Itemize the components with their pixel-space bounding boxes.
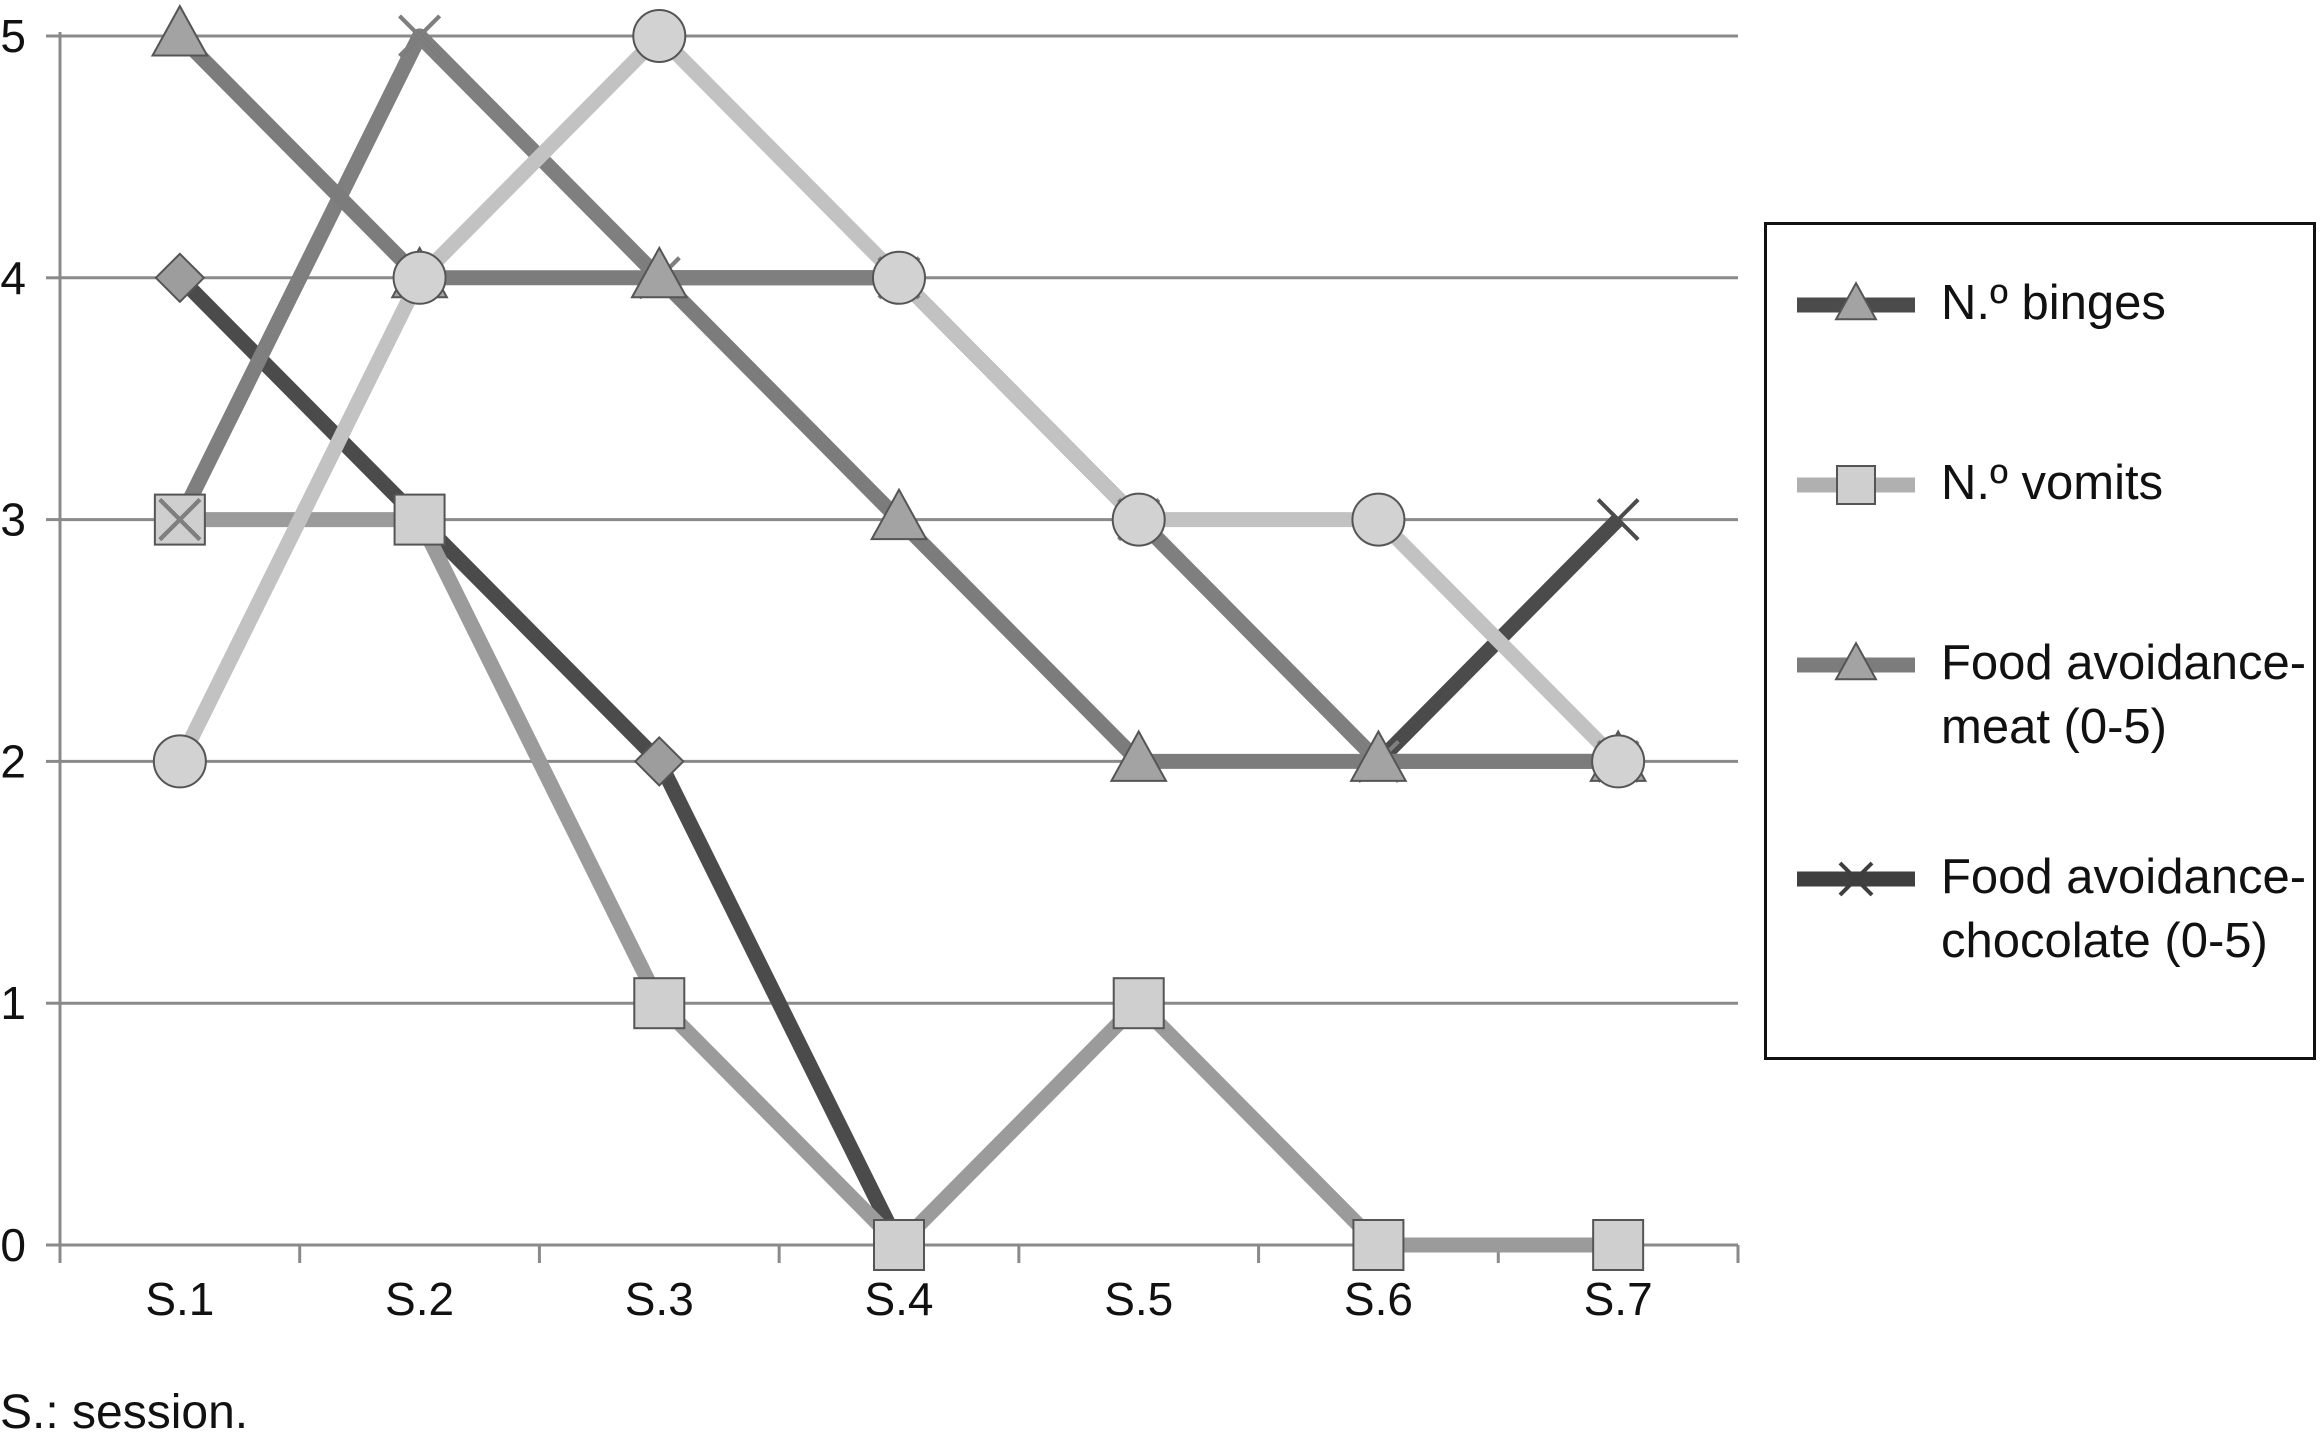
point-s3-S.7 <box>1596 498 1640 542</box>
point-s1-S.6 <box>1352 1219 1405 1271</box>
legend-marker-3 <box>1838 861 1874 897</box>
y-tick-label-0: 0 <box>0 1219 26 1271</box>
point-s2-S.4 <box>870 487 928 541</box>
tick-labels: 0 1 2 3 4 5 S.1 S.2 S.3 S.4 S.5 S.6 S.7 <box>0 10 1652 1325</box>
y-tick-label-1: 1 <box>0 977 26 1029</box>
x-tick-label-S.6: S.6 <box>1344 1273 1413 1325</box>
point-s5-S.3 <box>632 9 687 63</box>
series-line-3 <box>173 28 1624 769</box>
point-s1-S.5 <box>1112 977 1165 1030</box>
point-s4-S.1 <box>158 498 202 542</box>
point-s1-S.7 <box>1592 1219 1645 1271</box>
point-s1-S.3 <box>633 977 686 1030</box>
x-tick-label-S.7: S.7 <box>1584 1273 1653 1325</box>
point-s5-S.2 <box>392 250 447 305</box>
series-line-4 <box>173 28 1619 769</box>
point-s2-S.1 <box>150 4 209 57</box>
point-s0-S.1 <box>154 252 206 304</box>
legend-swatch-binges <box>1797 281 1915 321</box>
y-tick-label-3: 3 <box>0 494 26 546</box>
x-tick-label-S.2: S.2 <box>385 1273 454 1325</box>
y-tick-label-2: 2 <box>0 735 26 787</box>
legend-item-vomits: N.º vomits <box>1767 441 2319 551</box>
series-line-5 <box>173 28 1624 767</box>
point-s1-S.4 <box>873 1219 925 1271</box>
legend-marker-2 <box>1834 641 1878 681</box>
legend-item-chocolate: Food avoidance-chocolate (0-5) <box>1767 835 2319 1045</box>
legend-swatch-vomits <box>1797 465 1915 505</box>
point-s2-S.5 <box>1109 729 1168 782</box>
legend-item-meat: Food avoidance-meat (0-5) <box>1767 621 2319 831</box>
point-s5-S.7 <box>1591 734 1646 789</box>
x-tick-label-S.5: S.5 <box>1104 1273 1173 1325</box>
series-line-2 <box>174 30 1619 769</box>
legend: N.º binges N.º vomits Food avoidance-mea… <box>1764 222 2316 1060</box>
legend-swatch-chocolate <box>1797 861 1915 897</box>
point-s5-S.5 <box>1111 492 1166 547</box>
series-lines <box>173 28 1624 1253</box>
point-s4-S.2 <box>398 14 441 58</box>
point-s2-S.6 <box>1349 729 1408 782</box>
point-s0-S.3 <box>633 735 685 787</box>
point-s5-S.6 <box>1351 492 1406 547</box>
point-s1-S.2 <box>393 493 446 546</box>
legend-label-chocolate: Food avoidance-chocolate (0-5) <box>1941 850 2307 968</box>
footnote: S.: session. <box>0 1386 249 1439</box>
legend-marker-1 <box>1836 465 1876 505</box>
legend-label-binges: N.º binges <box>1941 276 2166 330</box>
legend-label-vomits: N.º vomits <box>1941 456 2164 510</box>
x-tick-label-S.1: S.1 <box>145 1273 214 1325</box>
legend-swatch-meat <box>1797 641 1915 681</box>
legend-label-meat: Food avoidance-meat (0-5) <box>1941 636 2307 754</box>
point-s5-S.4 <box>872 250 926 305</box>
x-tick-label-S.4: S.4 <box>864 1273 933 1325</box>
point-s2-S.3 <box>630 245 689 299</box>
series-line-1 <box>179 512 1619 1253</box>
legend-marker-0 <box>1834 281 1878 321</box>
legend-item-binges: N.º binges <box>1767 261 2319 371</box>
series-markers <box>150 4 1648 1271</box>
y-tick-label-4: 4 <box>0 252 26 304</box>
y-tick-label-5: 5 <box>0 10 26 62</box>
point-s5-S.1 <box>152 734 207 789</box>
x-tick-label-S.3: S.3 <box>625 1273 694 1325</box>
series-line-0 <box>174 272 906 1249</box>
